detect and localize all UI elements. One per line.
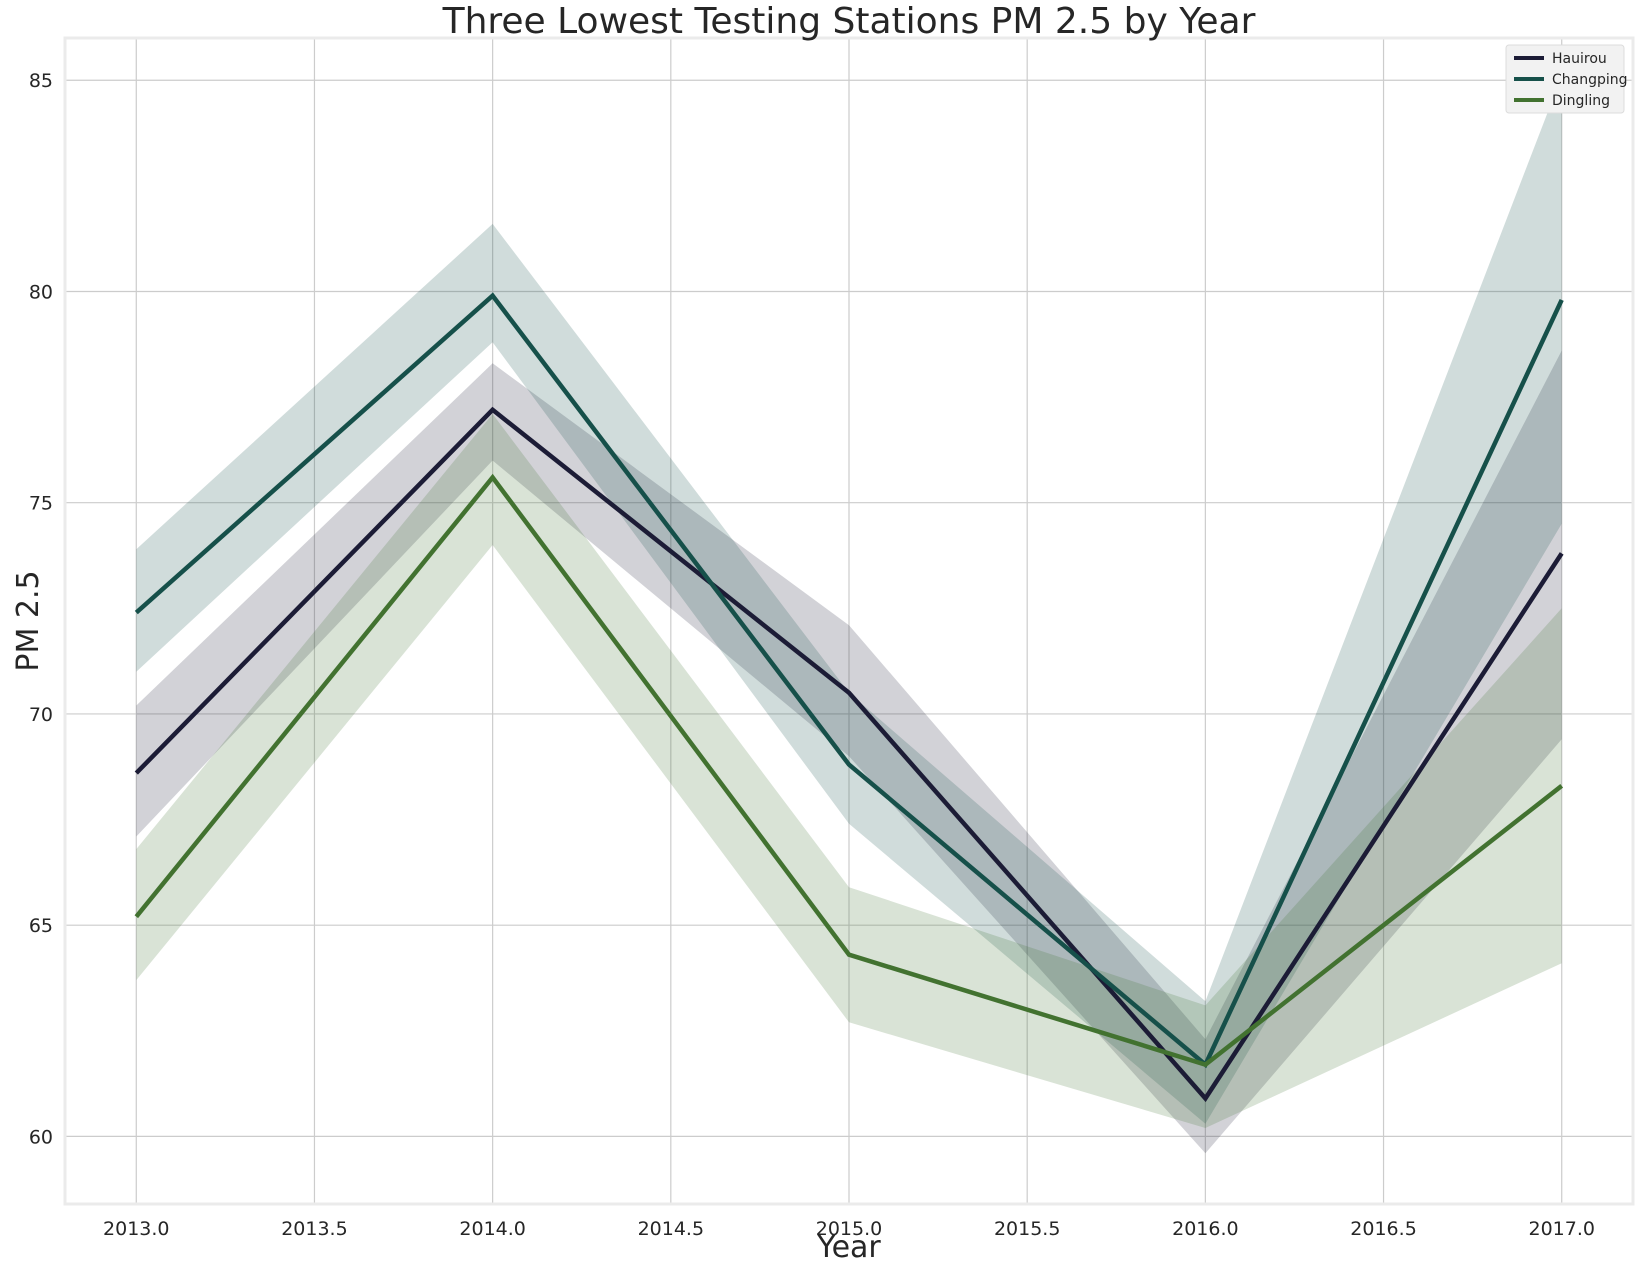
legend: Hauirou Changping Dingling bbox=[1505, 44, 1628, 114]
ci-band-changping bbox=[136, 76, 1562, 1124]
series-line-dingling bbox=[134, 473, 1564, 1068]
x-tick-label: 2017.0 bbox=[1528, 1218, 1594, 1240]
y-tick-label: 60 bbox=[29, 1126, 53, 1148]
y-tick-label: 70 bbox=[29, 704, 53, 726]
y-axis-title: PM 2.5 bbox=[11, 570, 46, 671]
ci-band-dingling bbox=[136, 414, 1562, 1128]
grid-lines bbox=[65, 38, 1633, 1204]
legend-label-hauirou: Hauirou bbox=[1552, 51, 1607, 67]
x-axis-title: Year bbox=[816, 1230, 881, 1265]
legend-label-dingling: Dingling bbox=[1552, 93, 1610, 109]
series-lines bbox=[134, 292, 1564, 1103]
confidence-bands bbox=[136, 76, 1562, 1154]
ci-band-hauirou bbox=[136, 350, 1562, 1154]
x-tick-label: 2015.0 bbox=[816, 1218, 882, 1240]
y-tick-label: 65 bbox=[29, 915, 53, 937]
x-tick-label: 2015.5 bbox=[994, 1218, 1060, 1240]
x-tick-label: 2016.0 bbox=[1172, 1218, 1238, 1240]
legend-box bbox=[1505, 44, 1625, 114]
y-tick-label: 75 bbox=[29, 493, 53, 515]
series-line-changping bbox=[134, 292, 1564, 1069]
y-tick-label: 85 bbox=[29, 70, 53, 92]
legend-label-changping: Changping bbox=[1552, 72, 1628, 88]
x-tick-label: 2014.0 bbox=[459, 1218, 525, 1240]
y-tick-labels: 60 65 70 75 80 85 bbox=[29, 70, 53, 1148]
x-tick-label: 2013.0 bbox=[103, 1218, 169, 1240]
x-tick-labels: 2013.0 2013.5 2014.0 2014.5 2015.0 2015.5 2016… bbox=[103, 1218, 1595, 1240]
x-tick-label: 2014.5 bbox=[638, 1218, 704, 1240]
chart-title: Three Lowest Testing Stations PM 2.5 by … bbox=[442, 1, 1256, 42]
plot-frame bbox=[63, 36, 1635, 1206]
x-tick-label: 2016.5 bbox=[1350, 1218, 1416, 1240]
x-tick-label: 2013.5 bbox=[281, 1218, 347, 1240]
series-line-hauirou bbox=[134, 406, 1564, 1103]
y-tick-label: 80 bbox=[29, 281, 53, 303]
